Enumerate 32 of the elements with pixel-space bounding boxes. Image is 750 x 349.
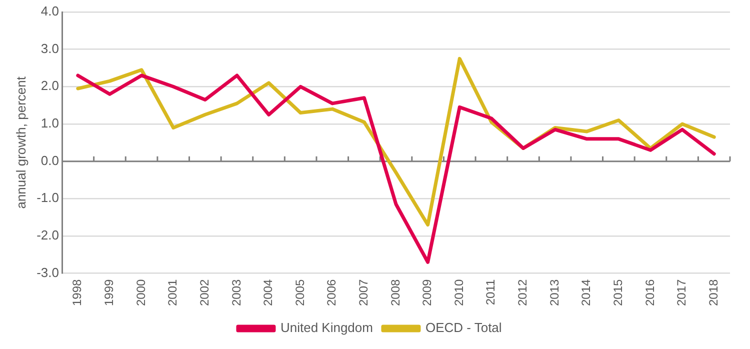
x-tick-label: 2000 (134, 278, 148, 306)
y-tick-label: 4.0 (40, 4, 59, 19)
x-tick-label: 2009 (420, 278, 434, 306)
x-tick-label: 2007 (356, 278, 371, 306)
x-tick-label: 2002 (197, 278, 212, 306)
x-tick-label: 2011 (484, 278, 498, 306)
y-axis-title: annual growth, percent (13, 76, 28, 209)
x-tick-label: 2006 (324, 278, 339, 306)
x-tick-label: 2012 (516, 278, 530, 306)
x-tick-label: 2016 (642, 278, 657, 306)
x-tick-label: 2010 (452, 278, 466, 306)
y-tick-label: 3.0 (40, 40, 59, 56)
y-tick-label: 1.0 (40, 116, 59, 131)
y-tick-label: -3.0 (36, 264, 59, 280)
x-tick-label: 2018 (706, 278, 720, 306)
x-tick-label: 2013 (547, 278, 562, 306)
x-tick-label: 2004 (261, 278, 276, 306)
x-tick-label: 2015 (610, 278, 625, 306)
x-tick-label: 2014 (579, 278, 594, 306)
x-tick-label: 2003 (229, 278, 244, 306)
x-tick-label: 1998 (70, 278, 84, 306)
legend-label: United Kingdom (280, 320, 373, 336)
y-tick-label: -2.0 (36, 228, 59, 243)
y-tick-label: 2.0 (40, 78, 59, 94)
legend-label: OECD - Total (425, 320, 502, 336)
x-tick-label: 2005 (292, 278, 307, 306)
y-tick-label: 0.0 (40, 152, 59, 168)
x-tick-label: 2001 (166, 278, 180, 306)
x-tick-label: 1999 (102, 278, 116, 306)
x-tick-label: 2017 (674, 278, 689, 306)
x-tick-label: 2008 (388, 278, 402, 306)
y-tick-label: -1.0 (36, 190, 59, 206)
